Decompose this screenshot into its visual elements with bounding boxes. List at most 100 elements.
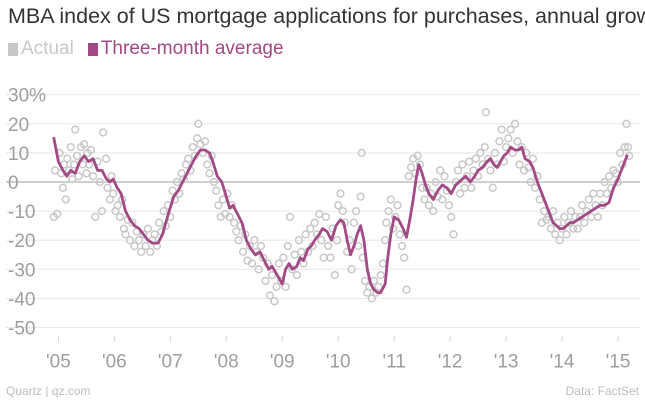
x-tick-label: '15: [606, 352, 631, 373]
actual-point: [334, 201, 343, 210]
actual-point: [125, 236, 135, 245]
actual-point: [513, 137, 522, 146]
actual-point: [378, 259, 388, 268]
actual-point: [586, 212, 596, 222]
actual-point: [121, 230, 130, 239]
actual-point: [431, 177, 440, 187]
actual-point: [205, 169, 214, 178]
y-tick-label: 30%: [8, 86, 46, 107]
actual-point: [270, 297, 279, 306]
actual-point: [283, 241, 292, 251]
actual-point: [510, 119, 520, 128]
actual-point: [480, 142, 489, 152]
actual-point: [113, 201, 122, 210]
actual-point: [292, 270, 301, 280]
actual-point: [453, 166, 463, 175]
actual-point: [212, 186, 221, 195]
y-tick-label: -40: [8, 289, 35, 310]
actual-point: [404, 172, 413, 181]
actual-point: [97, 206, 107, 216]
actual-point: [495, 137, 504, 146]
actual-point: [285, 212, 295, 222]
actual-point: [274, 259, 284, 268]
actual-point: [279, 253, 288, 262]
x-tick-label: '11: [382, 352, 405, 373]
actual-point: [440, 172, 449, 181]
actual-point: [367, 294, 376, 303]
actual-point: [250, 236, 259, 245]
actual-point: [82, 169, 91, 178]
actual-point: [515, 160, 524, 169]
actual-point: [573, 224, 582, 233]
chart-legend: Actual Three-month average: [8, 38, 298, 60]
x-tick-label: '14: [550, 352, 575, 373]
actual-point: [194, 119, 203, 128]
y-axis-ticks: 30% 20 10 0 -10 -20 -30 -40 -50: [8, 86, 46, 340]
x-axis-ticks: '05 '06 '07 '08 '09 '10 '11 '12 '13 '14 '15: [46, 335, 631, 373]
actual-point: [424, 201, 434, 210]
actual-point: [88, 172, 98, 181]
actual-point: [429, 206, 438, 216]
actual-point: [400, 253, 409, 262]
actual-point: [238, 247, 248, 256]
actual-point: [86, 145, 96, 155]
actual-point: [584, 195, 594, 204]
actual-point: [332, 236, 342, 245]
actual-point: [560, 212, 569, 222]
actual-point: [360, 276, 370, 286]
three-month-average-line: [52, 136, 629, 294]
actual-point: [397, 241, 407, 251]
actual-point: [406, 163, 416, 172]
actual-point: [580, 218, 589, 227]
y-tick-label: -30: [8, 260, 35, 281]
y-tick-label: -20: [8, 231, 35, 252]
actual-point: [301, 230, 310, 239]
actual-point: [53, 209, 62, 219]
x-tick-label: '06: [102, 352, 127, 373]
x-tick-label: '12: [438, 352, 463, 373]
actual-point: [209, 177, 219, 187]
actual-point: [357, 148, 366, 158]
actual-point: [351, 206, 361, 216]
actual-point: [347, 265, 356, 274]
actual-point: [288, 265, 297, 274]
actual-point: [622, 119, 631, 128]
actual-point: [458, 160, 467, 169]
actual-point: [234, 236, 243, 245]
actual-point: [74, 172, 83, 181]
actual-point: [600, 177, 609, 187]
actual-point: [566, 206, 576, 216]
actual-point: [91, 212, 100, 222]
y-tick-label: 20: [8, 115, 29, 136]
actual-point: [63, 154, 72, 163]
actual-point: [272, 282, 281, 291]
actual-point: [471, 154, 481, 163]
y-tick-label: -50: [8, 319, 35, 340]
chart-title: MBA index of US mortgage applications fo…: [8, 4, 645, 28]
actual-point: [317, 236, 326, 245]
legend-swatch-three-month-average: [87, 42, 98, 56]
actual-point: [61, 195, 70, 204]
actual-point: [465, 157, 474, 166]
x-tick-label: '07: [158, 352, 183, 373]
legend-label-actual: Actual: [21, 38, 74, 59]
actual-point: [528, 154, 538, 163]
actual-point: [188, 142, 197, 152]
actual-point: [137, 247, 146, 256]
actual-point: [391, 212, 400, 222]
actual-point: [593, 212, 603, 222]
actual-point: [109, 189, 118, 198]
actual-point: [71, 125, 80, 134]
actual-point: [95, 177, 104, 187]
legend-item-three-month-average: Three-month average: [87, 38, 284, 60]
actual-point: [150, 230, 159, 239]
legend-label-three-month-average: Three-month average: [100, 38, 284, 59]
actual-point: [294, 236, 304, 245]
actual-point: [184, 154, 193, 163]
actual-point: [319, 253, 328, 262]
actual-point: [336, 189, 345, 198]
actual-point: [159, 206, 168, 216]
actual-point: [604, 172, 614, 181]
actual-point: [330, 270, 339, 280]
actual-point: [616, 148, 625, 158]
